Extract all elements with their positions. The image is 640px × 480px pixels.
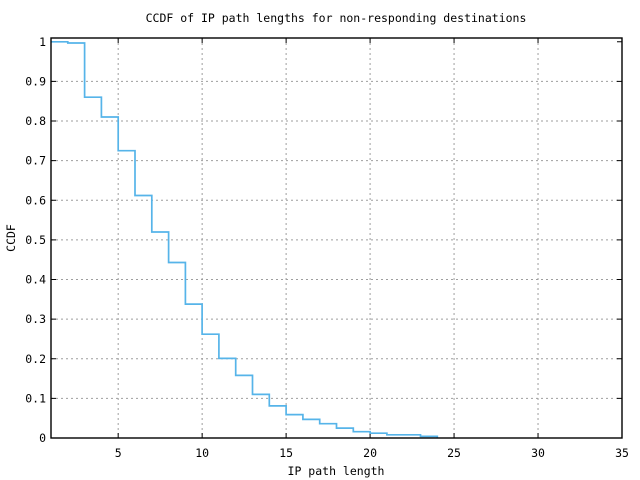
y-tick-label: 0.2 bbox=[25, 352, 46, 366]
ccdf-step-line bbox=[51, 40, 439, 438]
x-tick-label: 5 bbox=[115, 446, 122, 460]
y-tick-label: 1 bbox=[39, 35, 46, 49]
y-tick-label: 0.4 bbox=[25, 273, 46, 287]
ccdf-curve bbox=[51, 40, 439, 438]
tick-labels: 5 10 15 20 25 30 35 0 0.1 0.2 0.3 0.4 0.5 0.6 0.7 0.8 0.… bbox=[25, 35, 629, 460]
y-tick-label: 0 bbox=[39, 431, 46, 445]
y-tick-label: 0.3 bbox=[25, 312, 46, 326]
x-tick-label: 10 bbox=[195, 446, 209, 460]
y-tick-label: 0.7 bbox=[25, 154, 46, 168]
x-tick-label: 20 bbox=[363, 446, 377, 460]
chart-title: CCDF of IP path lengths for non-respondi… bbox=[146, 11, 527, 25]
axis-ticks bbox=[51, 38, 623, 439]
plot-border-rect bbox=[50, 37, 623, 439]
y-tick-label: 0.6 bbox=[25, 193, 46, 207]
plot-border bbox=[50, 37, 623, 439]
y-tick-label: 0.1 bbox=[25, 391, 46, 405]
x-axis-label: IP path length bbox=[288, 464, 385, 478]
x-tick-label: 25 bbox=[447, 446, 461, 460]
y-tick-label: 0.8 bbox=[25, 114, 46, 128]
y-tick-label: 0.5 bbox=[25, 233, 46, 247]
x-tick-label: 30 bbox=[531, 446, 545, 460]
y-tick-label: 0.9 bbox=[25, 74, 46, 88]
x-tick-label: 35 bbox=[615, 446, 629, 460]
y-axis-label: CCDF bbox=[4, 224, 18, 252]
x-tick-label: 15 bbox=[279, 446, 293, 460]
grid-lines bbox=[51, 38, 622, 438]
